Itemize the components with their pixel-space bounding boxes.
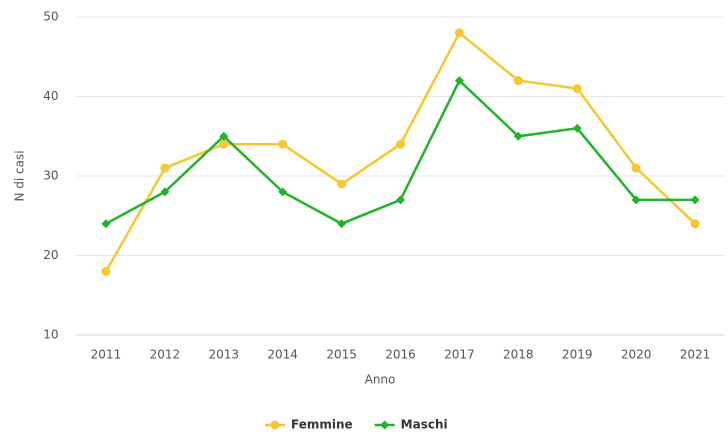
- point: [160, 187, 170, 197]
- x-tick-label: 2020: [621, 348, 652, 362]
- y-axis-title: N di casi: [13, 150, 27, 201]
- point: [690, 195, 700, 205]
- point: [101, 266, 111, 276]
- point: [631, 163, 641, 173]
- point: [219, 131, 229, 141]
- y-tick-label: 50: [43, 10, 58, 24]
- point: [572, 84, 582, 94]
- point: [513, 76, 523, 86]
- point: [337, 219, 347, 229]
- x-tick-label: 2016: [385, 348, 416, 362]
- x-tick-label: 2011: [91, 348, 122, 362]
- point: [690, 219, 700, 229]
- x-axis-title: Anno: [365, 373, 396, 387]
- series-line: [104, 30, 696, 273]
- point: [631, 195, 641, 205]
- legend-marker: [270, 420, 280, 430]
- point: [454, 76, 464, 86]
- y-tick-label: 20: [43, 248, 58, 262]
- legend-label: Femmine: [291, 418, 353, 432]
- x-tick-label: 2021: [680, 348, 711, 362]
- y-tick-label: 10: [43, 328, 58, 342]
- point: [278, 139, 288, 149]
- point: [396, 139, 405, 149]
- x-tick-label: 2018: [503, 348, 534, 362]
- x-tick-label: 2014: [267, 348, 298, 362]
- x-tick-label: 2019: [562, 348, 593, 362]
- point: [278, 187, 288, 197]
- x-tick-label: 2017: [444, 348, 475, 362]
- legend-marker: [380, 420, 390, 430]
- legend-label: Maschi: [401, 418, 448, 432]
- point: [513, 131, 523, 141]
- point: [396, 195, 405, 205]
- y-tick-label: 40: [43, 89, 58, 103]
- y-tick-label: 30: [43, 169, 58, 183]
- x-tick-label: 2013: [208, 348, 239, 362]
- x-tick-label: 2012: [150, 348, 181, 362]
- point: [219, 139, 229, 149]
- x-tick-label: 2015: [326, 348, 357, 362]
- point: [337, 179, 347, 189]
- point: [160, 163, 170, 173]
- point: [454, 28, 464, 38]
- point: [101, 219, 111, 229]
- point: [572, 123, 582, 133]
